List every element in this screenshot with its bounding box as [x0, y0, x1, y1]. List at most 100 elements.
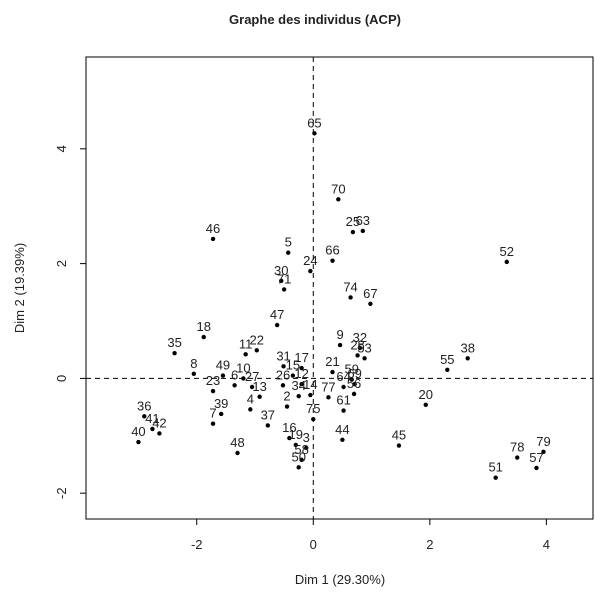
- point-14: 14: [303, 377, 318, 398]
- point-marker: [280, 383, 286, 388]
- point-label: 20: [419, 387, 433, 402]
- point-32: 32: [353, 330, 367, 351]
- point-79: 79: [536, 434, 551, 455]
- point-70: 70: [331, 181, 346, 202]
- point-11: 11: [239, 336, 253, 357]
- point-label: 19: [289, 427, 303, 442]
- point-marker: [254, 348, 259, 353]
- point-label: 6: [231, 367, 238, 382]
- point-52: 52: [500, 244, 514, 265]
- point-label: 26: [276, 367, 290, 382]
- x-axis: -2 0 2 4: [191, 519, 550, 552]
- point-label: 21: [325, 354, 339, 369]
- point-58: 58: [294, 442, 309, 463]
- point-41: 41: [145, 411, 160, 432]
- point-label: 30: [274, 263, 288, 278]
- point-marker: [515, 455, 520, 460]
- point-label: 15: [286, 358, 300, 373]
- point-26: 26: [276, 367, 290, 388]
- point-label: 65: [307, 115, 321, 130]
- y-tick-label: 4: [54, 145, 69, 152]
- point-marker: [326, 395, 331, 400]
- point-16: 16: [282, 420, 297, 441]
- point-label: 32: [353, 330, 367, 345]
- point-marker: [493, 475, 498, 480]
- x-tick-label: 0: [310, 537, 317, 552]
- point-marker: [504, 259, 509, 265]
- point-23: 23: [206, 373, 220, 394]
- point-label: 7: [209, 406, 216, 421]
- point-label: 77: [321, 379, 335, 394]
- point-20: 20: [419, 387, 433, 407]
- point-label: 56: [347, 376, 361, 391]
- point-label: 28: [350, 337, 364, 352]
- point-50: 50: [291, 449, 306, 470]
- point-marker: [341, 408, 346, 413]
- point-label: 64: [336, 369, 350, 384]
- point-label: 48: [230, 435, 244, 450]
- point-marker: [341, 384, 346, 390]
- point-marker: [210, 421, 216, 426]
- point-label: 31: [276, 348, 290, 363]
- point-9: 9: [336, 327, 344, 348]
- point-marker: [281, 287, 287, 292]
- point-label: 53: [357, 340, 371, 355]
- point-label: 16: [282, 420, 296, 435]
- point-label: 49: [216, 358, 230, 373]
- point-marker: [248, 407, 253, 412]
- point-marker: [150, 426, 155, 432]
- point-marker: [201, 334, 206, 340]
- point-marker: [172, 350, 177, 356]
- point-marker: [287, 435, 292, 441]
- point-27: 27: [245, 369, 259, 390]
- point-marker: [350, 229, 356, 235]
- point-24: 24: [303, 253, 318, 274]
- point-label: 47: [270, 307, 284, 322]
- chart-title: Graphe des individus (ACP): [229, 12, 401, 27]
- y-axis-label: Dim 2 (19.39%): [12, 243, 27, 333]
- point-3: 3: [303, 430, 310, 451]
- point-label: 59: [345, 362, 359, 377]
- point-label: 22: [250, 332, 264, 347]
- point-label: 41: [145, 411, 159, 426]
- point-marker: [210, 236, 216, 242]
- point-67: 67: [363, 286, 378, 306]
- point-37: 37: [261, 407, 275, 428]
- point-49: 49: [216, 358, 230, 378]
- point-label: 39: [214, 396, 228, 411]
- point-17: 17: [294, 350, 309, 371]
- point-5: 5: [285, 235, 292, 255]
- point-label: 5: [285, 235, 292, 250]
- point-marker: [396, 443, 402, 448]
- point-marker: [257, 394, 262, 399]
- point-marker: [296, 465, 301, 470]
- point-6: 6: [231, 367, 238, 388]
- point-label: 46: [206, 221, 220, 236]
- point-marker: [308, 268, 313, 274]
- point-label: 55: [440, 352, 454, 367]
- point-marker: [349, 377, 354, 382]
- point-label: 17: [294, 350, 308, 365]
- point-marker: [299, 381, 304, 387]
- point-marker: [136, 439, 141, 445]
- point-40: 40: [131, 424, 146, 445]
- point-marker: [157, 431, 162, 436]
- point-44: 44: [335, 422, 350, 442]
- x-axis-label: Dim 1 (29.30%): [295, 572, 385, 587]
- y-tick-label: 0: [54, 375, 69, 382]
- point-marker: [312, 131, 317, 136]
- point-77: 77: [321, 379, 336, 400]
- point-label: 71: [277, 271, 291, 286]
- point-label: 66: [325, 243, 339, 258]
- point-marker: [311, 416, 316, 422]
- point-label: 57: [529, 450, 543, 465]
- point-label: 11: [239, 336, 253, 351]
- point-69: 69: [347, 366, 362, 387]
- point-label: 38: [460, 340, 474, 355]
- point-label: 9: [336, 327, 343, 342]
- point-36: 36: [137, 398, 152, 419]
- point-label: 36: [137, 398, 151, 413]
- point-label: 14: [303, 377, 317, 392]
- point-25: 25: [346, 214, 360, 235]
